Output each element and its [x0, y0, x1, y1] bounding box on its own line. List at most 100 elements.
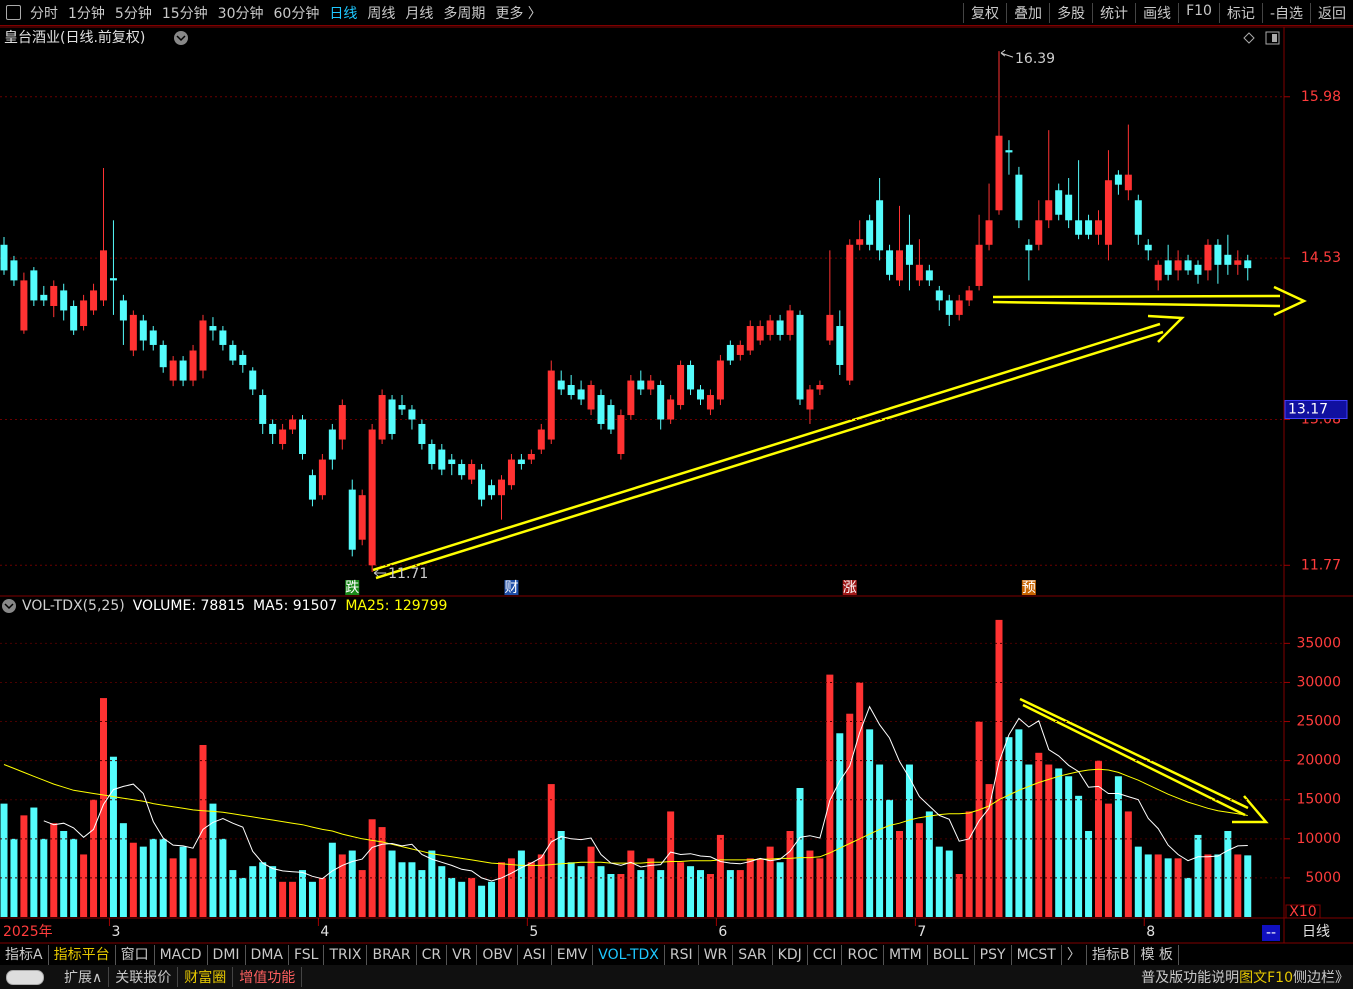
indicator-tab[interactable]: BRAR	[367, 944, 417, 965]
volume-bar	[766, 846, 774, 917]
candle-body	[985, 220, 993, 245]
bottom-button[interactable]: 关联报价	[109, 967, 179, 987]
bottom-button[interactable]: 侧边栏》	[1293, 970, 1349, 986]
indicator-tab[interactable]: MCST	[1012, 944, 1062, 965]
period-tab[interactable]: 1分钟	[68, 5, 105, 22]
indicator-tab[interactable]: ASI	[518, 944, 552, 965]
indicator-tab[interactable]: VR	[447, 944, 478, 965]
indicator-tabs: 指标A 指标平台 窗口 MACD DMI DMA FSL TRIX BRAR CR VR OBV ASI…	[0, 944, 1353, 965]
bottom-button[interactable]: 增值功能	[233, 967, 303, 987]
indicator-tab[interactable]: EMV	[552, 944, 594, 965]
candle-body	[836, 326, 844, 365]
candle-body	[766, 320, 774, 335]
bottom-button[interactable]: 普及版功能说明	[1141, 970, 1240, 986]
period-tab[interactable]: 更多 〉	[495, 5, 542, 22]
indicator-tab[interactable]: 指标平台	[49, 944, 116, 965]
volume-bar	[30, 807, 38, 917]
candle-body	[697, 389, 704, 400]
diamond-icon[interactable]	[1243, 32, 1255, 44]
indicator-tab[interactable]: WR	[699, 944, 734, 965]
period-tab[interactable]: 月线	[405, 5, 434, 22]
indicator-tab[interactable]: TRIX	[324, 944, 368, 965]
indicator-tab[interactable]: VOL-TDX	[593, 944, 665, 965]
tool-button[interactable]: 复权	[963, 2, 1006, 23]
period-tab[interactable]: 5分钟	[114, 5, 152, 22]
indicator-tab[interactable]: 〉	[1062, 944, 1087, 965]
tool-button[interactable]: 叠加	[1006, 2, 1049, 23]
candle-body	[109, 278, 117, 281]
tool-button[interactable]: 多股	[1049, 2, 1092, 23]
candle-body	[1184, 260, 1192, 271]
period-tab[interactable]: 多周期	[443, 5, 486, 22]
period-tab[interactable]: 60分钟	[273, 5, 320, 22]
volume-bar	[259, 862, 267, 917]
indicator-tab[interactable]: KDJ	[773, 944, 808, 965]
indicator-tab[interactable]: OBV	[477, 944, 519, 965]
candle-body	[1085, 220, 1093, 235]
bottom-button[interactable]: 图文F10	[1239, 970, 1293, 986]
volume-bar	[199, 744, 207, 917]
toggle-switch[interactable]	[6, 970, 44, 985]
indicator-dropdown[interactable]	[2, 599, 16, 613]
candle-body	[975, 244, 983, 286]
panel-icon[interactable]	[1265, 31, 1280, 45]
candle-body	[647, 380, 655, 390]
indicator-tab[interactable]: FSL	[289, 944, 325, 965]
bottom-button[interactable]: 财富圈	[178, 967, 234, 987]
indicator-tab[interactable]: 模 板	[1135, 944, 1179, 965]
period-tab[interactable]: 30分钟	[217, 5, 264, 22]
volume-bar	[1015, 729, 1023, 917]
menu-icon[interactable]	[6, 5, 21, 20]
candle-body	[488, 485, 496, 496]
candle-body	[279, 429, 287, 444]
indicator-tab[interactable]: DMI	[208, 944, 246, 965]
tool-button[interactable]: 画线	[1135, 2, 1178, 23]
legend-entry: MA5: 91507	[253, 598, 337, 614]
indicator-tab[interactable]: CCI	[808, 944, 843, 965]
candle-body	[1124, 174, 1132, 191]
volume-bar	[677, 862, 685, 917]
indicator-tab[interactable]: RSI	[665, 944, 699, 965]
candle-body	[299, 419, 306, 455]
period-tab[interactable]: 日线	[329, 5, 358, 22]
candle-body	[358, 495, 366, 540]
period-button[interactable]: 日线	[1302, 924, 1330, 940]
x-tick-label: 7	[917, 924, 926, 940]
bottom-bar: 扩展∧ 关联报价 财富圈 增值功能 普及版功能说明 图文F10 侧边栏》	[0, 965, 1353, 989]
cursor-price: 13.17	[1288, 401, 1328, 417]
indicator-tab[interactable]: PSY	[975, 944, 1012, 965]
tool-button[interactable]: 标记	[1218, 2, 1262, 23]
candle-body	[726, 344, 734, 361]
y-tick-label: 10000	[1296, 831, 1341, 847]
indicator-tab[interactable]: SAR	[733, 944, 773, 965]
scroll-cell[interactable]	[1262, 925, 1280, 941]
tool-button[interactable]: 返回	[1310, 2, 1353, 23]
volume-bar	[557, 830, 565, 917]
title-dropdown[interactable]	[174, 31, 188, 45]
indicator-tab[interactable]: 窗口	[116, 944, 155, 965]
volume-bar	[527, 862, 535, 917]
volume-bar	[667, 811, 675, 917]
indicator-tab[interactable]: MTM	[884, 944, 928, 965]
candle-body	[826, 314, 834, 341]
volume-bar	[716, 834, 724, 917]
period-tab[interactable]: 分时	[30, 5, 58, 22]
volume-bar	[1204, 854, 1212, 917]
period-tab[interactable]: 周线	[367, 5, 396, 22]
volume-bar	[139, 846, 147, 917]
indicator-tab[interactable]: BOLL	[928, 944, 975, 965]
candle-body	[1055, 190, 1063, 215]
tool-button[interactable]: F10	[1178, 2, 1219, 23]
tool-button[interactable]: -自选	[1261, 2, 1310, 23]
tool-button[interactable]: 统计	[1092, 2, 1135, 23]
candle-body	[965, 290, 973, 301]
indicator-tab[interactable]: 指标B	[1087, 944, 1136, 965]
indicator-tab[interactable]: DMA	[246, 944, 289, 965]
indicator-tab[interactable]: CR	[417, 944, 448, 965]
bottom-button[interactable]: 扩展∧	[58, 967, 110, 987]
period-tab[interactable]: 15分钟	[161, 5, 208, 22]
indicator-tab[interactable]: ROC	[842, 944, 884, 965]
indicator-tab[interactable]: 指标A	[0, 944, 49, 965]
indicator-tab[interactable]: MACD	[155, 944, 208, 965]
candle-body	[1005, 150, 1013, 153]
